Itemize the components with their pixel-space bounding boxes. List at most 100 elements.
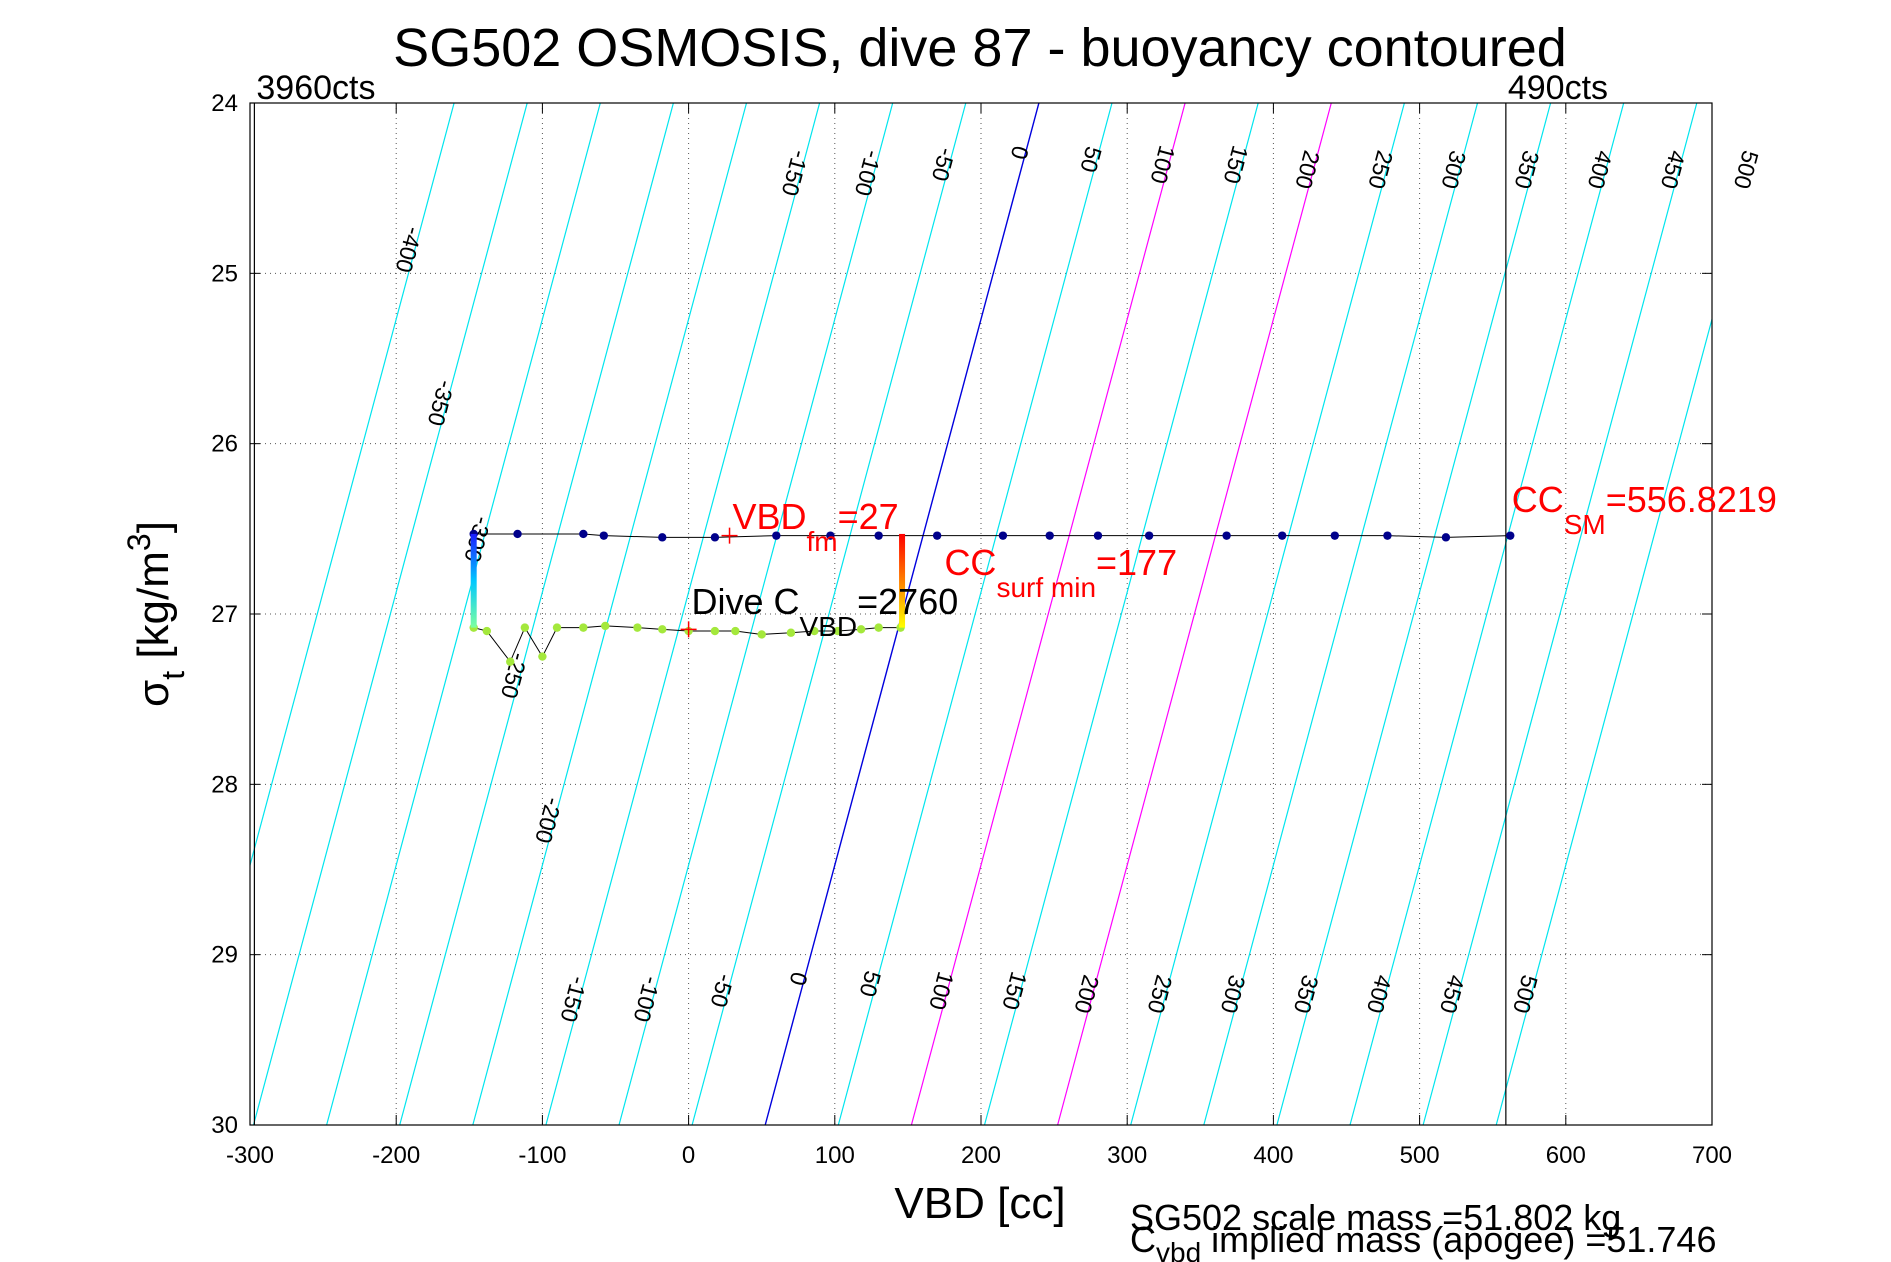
footer-implied: implied mass (apogee) =51.746 — [1201, 1219, 1716, 1260]
contour-line — [399, 103, 674, 1125]
contour-label: 50 — [1075, 144, 1107, 175]
contour-label: 150 — [1218, 143, 1253, 187]
axis-ticks: -300 -200 -100 0 100 200 300 400 500 600 700242526… — [211, 90, 1732, 1169]
annotation-sub: surf min — [996, 572, 1096, 603]
grid-lines — [249, 102, 1713, 1126]
contour-label: 500 — [1508, 972, 1543, 1016]
chart-title: SG502 OSMOSIS, dive 87 - buoyancy contou… — [393, 18, 1567, 78]
tick-label-x: 200 — [961, 1142, 1001, 1169]
contour-label: -100 — [628, 974, 665, 1025]
contour-line — [326, 103, 601, 1125]
data-point — [658, 533, 667, 542]
contour-line — [250, 103, 455, 868]
y-label-unit: [kg/m — [129, 551, 178, 671]
annotation-vbd-fm: VBDfm=27 — [732, 496, 898, 557]
data-point — [1383, 531, 1392, 540]
data-point — [998, 531, 1008, 540]
data-point — [786, 628, 796, 637]
data-point — [599, 531, 609, 540]
tick-label-x: 500 — [1400, 1142, 1440, 1169]
tick-label-y: 27 — [211, 601, 238, 628]
contour-label: 200 — [1290, 148, 1325, 192]
contour-label: 100 — [1145, 143, 1180, 187]
count-marker-label: 490cts — [1508, 69, 1608, 107]
contour-label: 400 — [1362, 972, 1397, 1016]
contour-line — [618, 103, 894, 1125]
contour-line — [545, 103, 821, 1125]
contour-line — [1349, 103, 1625, 1125]
contour-label: 150 — [997, 969, 1032, 1013]
tick-label-y: 25 — [211, 260, 238, 287]
data-point — [826, 531, 835, 540]
contour-label: -50 — [705, 971, 739, 1010]
footer-c: C — [1130, 1219, 1156, 1260]
data-point — [1045, 531, 1054, 540]
data-point — [710, 533, 720, 542]
annotation-cc-surf-min: CCsurf min=177 — [944, 542, 1177, 603]
x-axis-label: VBD [cc] — [894, 1179, 1065, 1228]
tick-label-x: -100 — [518, 1142, 566, 1169]
contour-label: 300 — [1216, 972, 1251, 1016]
data-point — [710, 626, 720, 636]
annotation-main: Dive C — [692, 581, 800, 622]
data-point — [1506, 531, 1515, 540]
data-point — [772, 531, 781, 540]
annotation-main: VBD — [732, 496, 806, 537]
tick-label-x: 100 — [815, 1142, 855, 1169]
contour-label: 250 — [1142, 972, 1177, 1016]
annotation-dive-c-vbd: Dive CVBD=2760 — [692, 581, 959, 642]
contour-label: 450 — [1435, 972, 1470, 1016]
contour-label: 300 — [1436, 148, 1471, 192]
data-point — [1144, 531, 1154, 540]
contour-line — [1422, 103, 1698, 1125]
tick-label-y: 30 — [211, 1112, 238, 1139]
y-axis-label: σt [kg/m3] — [121, 521, 191, 707]
data-point — [833, 626, 842, 636]
data-point — [552, 623, 562, 632]
contour-line — [983, 103, 1259, 1125]
contour-line — [252, 103, 528, 1125]
data-point — [874, 623, 883, 632]
annotation-cc-sm: CCSM=556.8219 — [1512, 479, 1777, 540]
contour-label: -50 — [927, 145, 961, 184]
tick-label-x: 300 — [1107, 1142, 1147, 1169]
data-point — [538, 652, 547, 661]
footer-implied-mass: Cvbd implied mass (apogee) =51.746 — [1130, 1219, 1716, 1262]
contour-label: 200 — [1069, 972, 1104, 1016]
data-point — [1330, 531, 1340, 540]
count-markers: 3960cts 490cts — [253, 69, 1608, 1125]
data-point — [731, 626, 740, 636]
data-point — [579, 623, 588, 632]
contour-line — [1203, 103, 1479, 1125]
data-point — [874, 531, 883, 540]
dive-series — [469, 527, 1515, 666]
contour-label: -350 — [423, 378, 460, 429]
gradient-bar — [470, 533, 477, 628]
series-line — [473, 533, 1511, 538]
contour-label: 350 — [1289, 972, 1324, 1016]
data-point — [520, 623, 530, 632]
annotation-sub: fm — [806, 526, 837, 557]
tick-label-y: 26 — [211, 431, 238, 458]
tick-label-x: -300 — [226, 1142, 274, 1169]
annotation-sub: SM — [1564, 509, 1606, 540]
tick-label-y: 24 — [211, 90, 238, 117]
annotation-value: =556.8219 — [1606, 479, 1777, 520]
contour-line — [910, 103, 1186, 1125]
data-point — [601, 621, 610, 631]
data-point — [1441, 533, 1451, 542]
contour-label: 0 — [1006, 143, 1034, 162]
contour-line — [1495, 316, 1712, 1125]
data-point — [633, 623, 642, 632]
contour-label: 0 — [784, 969, 812, 988]
contour-lines — [250, 103, 1712, 1125]
annotation-main: CC — [944, 542, 996, 583]
contour-label: -150 — [777, 148, 814, 199]
contour-line — [1276, 103, 1552, 1125]
contour-label: -100 — [850, 148, 887, 199]
y-label-main: σ — [129, 680, 178, 707]
annotation-value: =27 — [838, 496, 899, 537]
y-label-sub: t — [155, 671, 191, 680]
contour-label: -250 — [496, 650, 533, 701]
tick-label-y: 28 — [211, 771, 238, 798]
